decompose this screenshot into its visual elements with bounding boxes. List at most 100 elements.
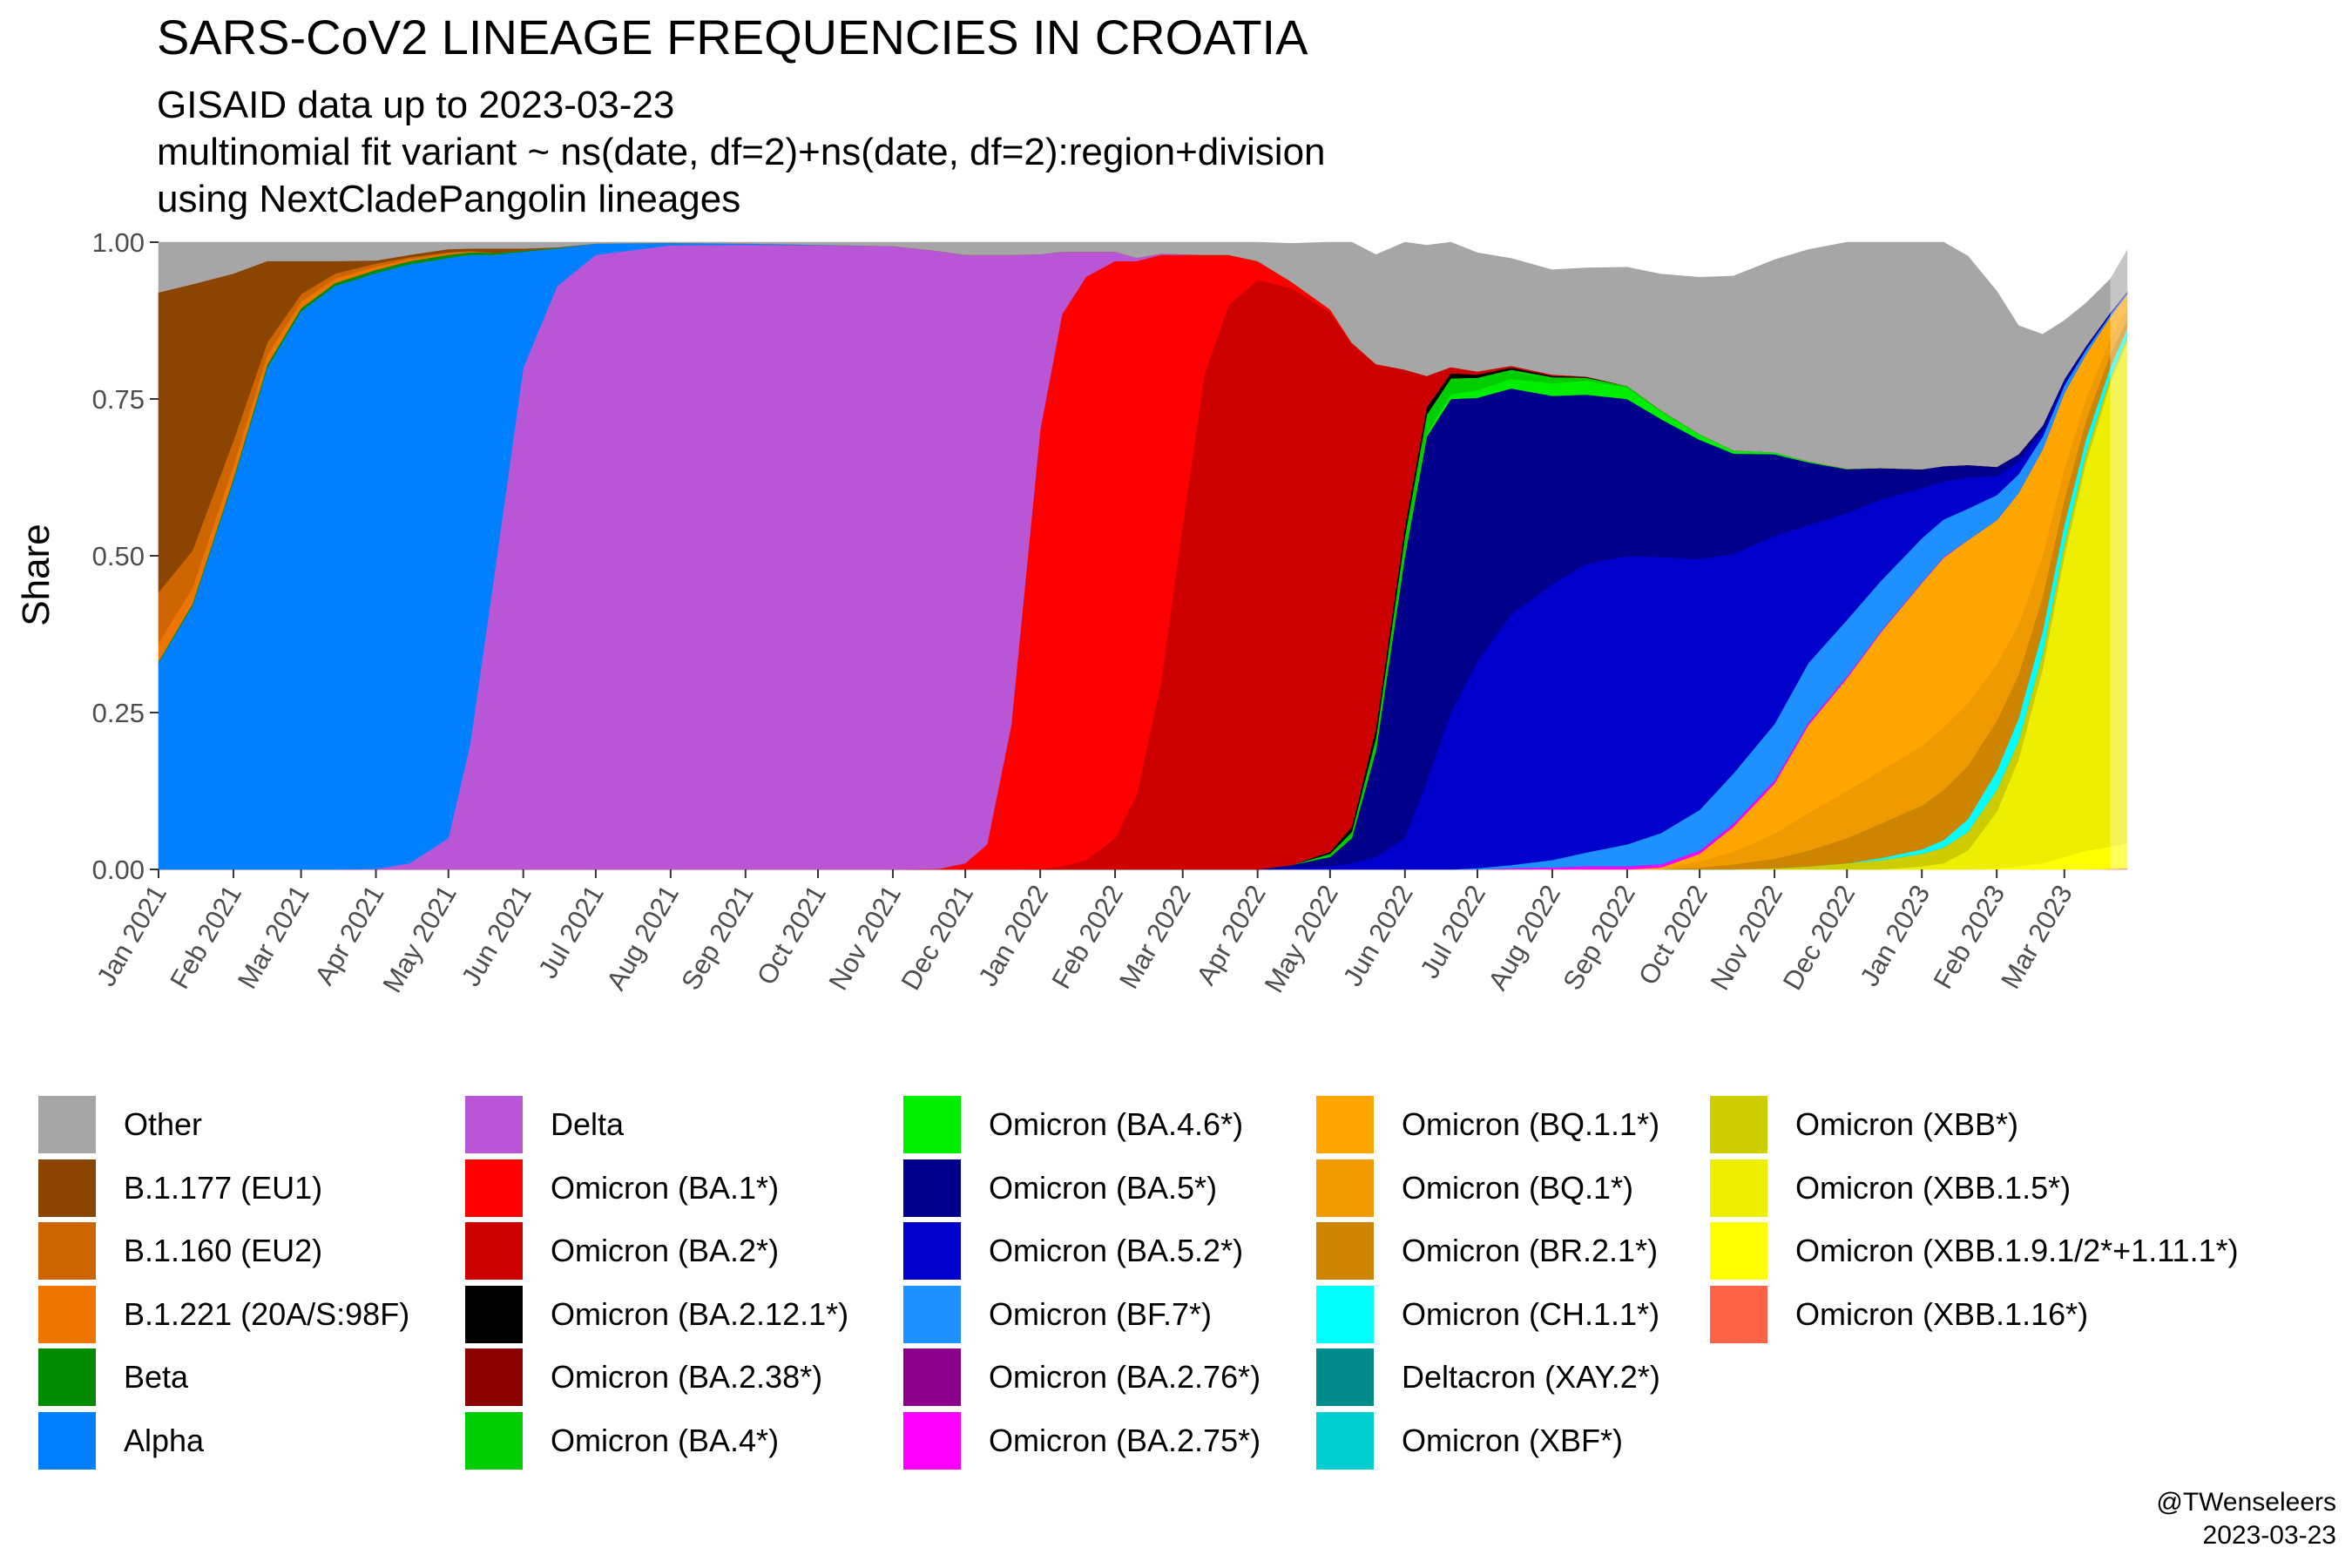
legend-label: Omicron (BA.2*) bbox=[551, 1233, 780, 1268]
legend-item: Omicron (BA.2.76*) bbox=[903, 1348, 1260, 1406]
legend-swatch bbox=[1316, 1222, 1374, 1280]
legend-item: Omicron (BA.2.38*) bbox=[465, 1348, 822, 1406]
x-tick-label: Jan 2021 bbox=[91, 880, 172, 991]
x-tick-label: Jul 2021 bbox=[532, 880, 610, 983]
legend-swatch bbox=[1316, 1159, 1374, 1217]
legend-item: Omicron (BA.1*) bbox=[465, 1159, 779, 1217]
legend-swatch bbox=[38, 1411, 96, 1470]
legend-item: Deltacron (XAY.2*) bbox=[1316, 1348, 1660, 1406]
chart-subtitle-line-1: GISAID data up to 2023-03-23 bbox=[157, 84, 675, 126]
legend-swatch bbox=[38, 1096, 96, 1153]
legend-label: Omicron (BA.5*) bbox=[989, 1169, 1218, 1206]
legend-item: Omicron (BF.7*) bbox=[903, 1285, 1213, 1343]
legend-label: Omicron (XBB.1.5*) bbox=[1795, 1169, 2072, 1206]
y-tick-label: 1.00 bbox=[92, 227, 145, 258]
legend-item: Omicron (BA.4.6*) bbox=[903, 1096, 1243, 1153]
chart-title: SARS-CoV2 LINEAGE FREQUENCIES IN CROATIA bbox=[157, 10, 1308, 64]
legend-item: B.1.160 (EU2) bbox=[38, 1222, 322, 1280]
x-tick-label: Sep 2021 bbox=[675, 880, 760, 995]
legend-label: B.1.160 (EU2) bbox=[124, 1233, 323, 1268]
legend-item: Omicron (BQ.1*) bbox=[1316, 1159, 1633, 1217]
legend-swatch bbox=[903, 1222, 961, 1280]
legend-label: Omicron (BA.4*) bbox=[551, 1422, 780, 1458]
legend-item: Beta bbox=[38, 1348, 188, 1406]
legend-label: B.1.177 (EU1) bbox=[124, 1169, 323, 1206]
x-tick-label: Aug 2021 bbox=[600, 880, 685, 995]
credit-date: 2023-03-23 bbox=[2202, 1521, 2336, 1550]
legend-swatch bbox=[1710, 1222, 1767, 1280]
x-tick-label: Jul 2022 bbox=[1414, 880, 1491, 983]
legend-label: Omicron (BA.2.12.1*) bbox=[551, 1295, 849, 1332]
legend-label: Omicron (XBF*) bbox=[1402, 1422, 1624, 1458]
legend-swatch bbox=[1316, 1285, 1374, 1343]
legend-label: Omicron (XBB*) bbox=[1795, 1106, 2019, 1142]
legend-swatch bbox=[465, 1411, 523, 1470]
legend-item: Alpha bbox=[38, 1411, 205, 1470]
x-tick-label: Dec 2021 bbox=[895, 880, 979, 995]
area-other bbox=[158, 241, 2128, 470]
legend-label: Omicron (BQ.1*) bbox=[1402, 1169, 1634, 1206]
legend-item: Omicron (BA.5.2*) bbox=[903, 1222, 1243, 1280]
legend-label: Omicron (BR.2.1*) bbox=[1402, 1233, 1659, 1268]
legend-label: Omicron (BA.2.76*) bbox=[989, 1359, 1261, 1395]
legend-label: Omicron (CH.1.1*) bbox=[1402, 1295, 1660, 1332]
legend-swatch bbox=[1316, 1411, 1374, 1470]
legend-label: Other bbox=[124, 1106, 203, 1142]
legend-swatch bbox=[903, 1285, 961, 1343]
legend-swatch bbox=[903, 1348, 961, 1406]
legend-swatch bbox=[1710, 1096, 1767, 1153]
legend-swatch bbox=[38, 1222, 96, 1280]
legend-label: Deltacron (XAY.2*) bbox=[1402, 1359, 1660, 1395]
y-tick-label: 0.50 bbox=[92, 541, 145, 571]
legend-label: Omicron (BA.4.6*) bbox=[989, 1106, 1244, 1142]
legend-item: Omicron (BA.4*) bbox=[465, 1411, 780, 1470]
y-tick-label: 0.75 bbox=[92, 384, 145, 415]
legend-label: Alpha bbox=[124, 1422, 205, 1458]
legend-item: Omicron (BA.2*) bbox=[465, 1222, 779, 1280]
legend-item: Omicron (BR.2.1*) bbox=[1316, 1222, 1658, 1280]
legend-label: Omicron (BA.2.38*) bbox=[551, 1359, 823, 1395]
legend-swatch bbox=[465, 1096, 523, 1153]
x-tick-label: Apr 2022 bbox=[1191, 880, 1272, 990]
x-tick-label: Dec 2022 bbox=[1777, 880, 1862, 995]
credit: @TWenseleers 2023-03-23 bbox=[2156, 1486, 2336, 1552]
legend-swatch bbox=[38, 1159, 96, 1217]
legend-item: Omicron (BA.2.75*) bbox=[903, 1411, 1261, 1470]
legend-label: Omicron (BA.2.75*) bbox=[989, 1422, 1261, 1458]
legend-item: Omicron (XBF*) bbox=[1316, 1411, 1624, 1470]
legend-swatch bbox=[1710, 1285, 1767, 1343]
x-tick-label: May 2022 bbox=[1259, 880, 1344, 997]
x-tick-label: Apr 2021 bbox=[308, 880, 389, 990]
x-tick-label: Jun 2022 bbox=[1337, 880, 1419, 991]
legend-swatch bbox=[903, 1159, 961, 1217]
legend-item: Omicron (XBB.1.9.1/2*+1.11.1*) bbox=[1710, 1222, 2239, 1280]
legend-swatch bbox=[465, 1159, 523, 1217]
y-tick-label: 0.00 bbox=[92, 855, 145, 885]
legend-swatch bbox=[1710, 1159, 1767, 1217]
x-tick-label: May 2021 bbox=[376, 880, 462, 997]
legend-swatch bbox=[1316, 1348, 1374, 1406]
x-tick-label: Oct 2021 bbox=[751, 880, 832, 990]
legend-item: Omicron (BA.5*) bbox=[903, 1159, 1217, 1217]
legend-item: Omicron (XBB.1.16*) bbox=[1710, 1285, 2088, 1343]
x-tick-label: Nov 2022 bbox=[1704, 880, 1788, 995]
x-tick-label: Jan 2022 bbox=[972, 880, 1054, 991]
x-tick-label: Jan 2023 bbox=[1854, 880, 1936, 991]
legend-label: Delta bbox=[551, 1106, 625, 1142]
legend-swatch bbox=[903, 1411, 961, 1470]
legend-item: Other bbox=[38, 1096, 202, 1153]
legend-item: B.1.221 (20A/S:98F) bbox=[38, 1285, 409, 1343]
legend-swatch bbox=[465, 1222, 523, 1280]
x-tick-label: Jun 2021 bbox=[456, 880, 537, 991]
x-tick-label: Oct 2022 bbox=[1632, 880, 1713, 990]
legend-item: Omicron (CH.1.1*) bbox=[1316, 1285, 1660, 1343]
legend: Other B.1.177 (EU1) B.1.160 (EU2) B.1.221 (… bbox=[38, 1096, 2338, 1479]
legend-label: Omicron (BF.7*) bbox=[989, 1295, 1213, 1332]
legend-item: Omicron (BA.2.12.1*) bbox=[465, 1285, 849, 1343]
x-tick-label: Aug 2022 bbox=[1482, 880, 1566, 995]
stacked-areas bbox=[158, 241, 2137, 870]
legend-item: Omicron (XBB*) bbox=[1710, 1096, 2018, 1153]
legend-item: Omicron (XBB.1.5*) bbox=[1710, 1159, 2071, 1217]
y-axis-label: Share bbox=[15, 524, 57, 625]
legend-swatch bbox=[465, 1285, 523, 1343]
